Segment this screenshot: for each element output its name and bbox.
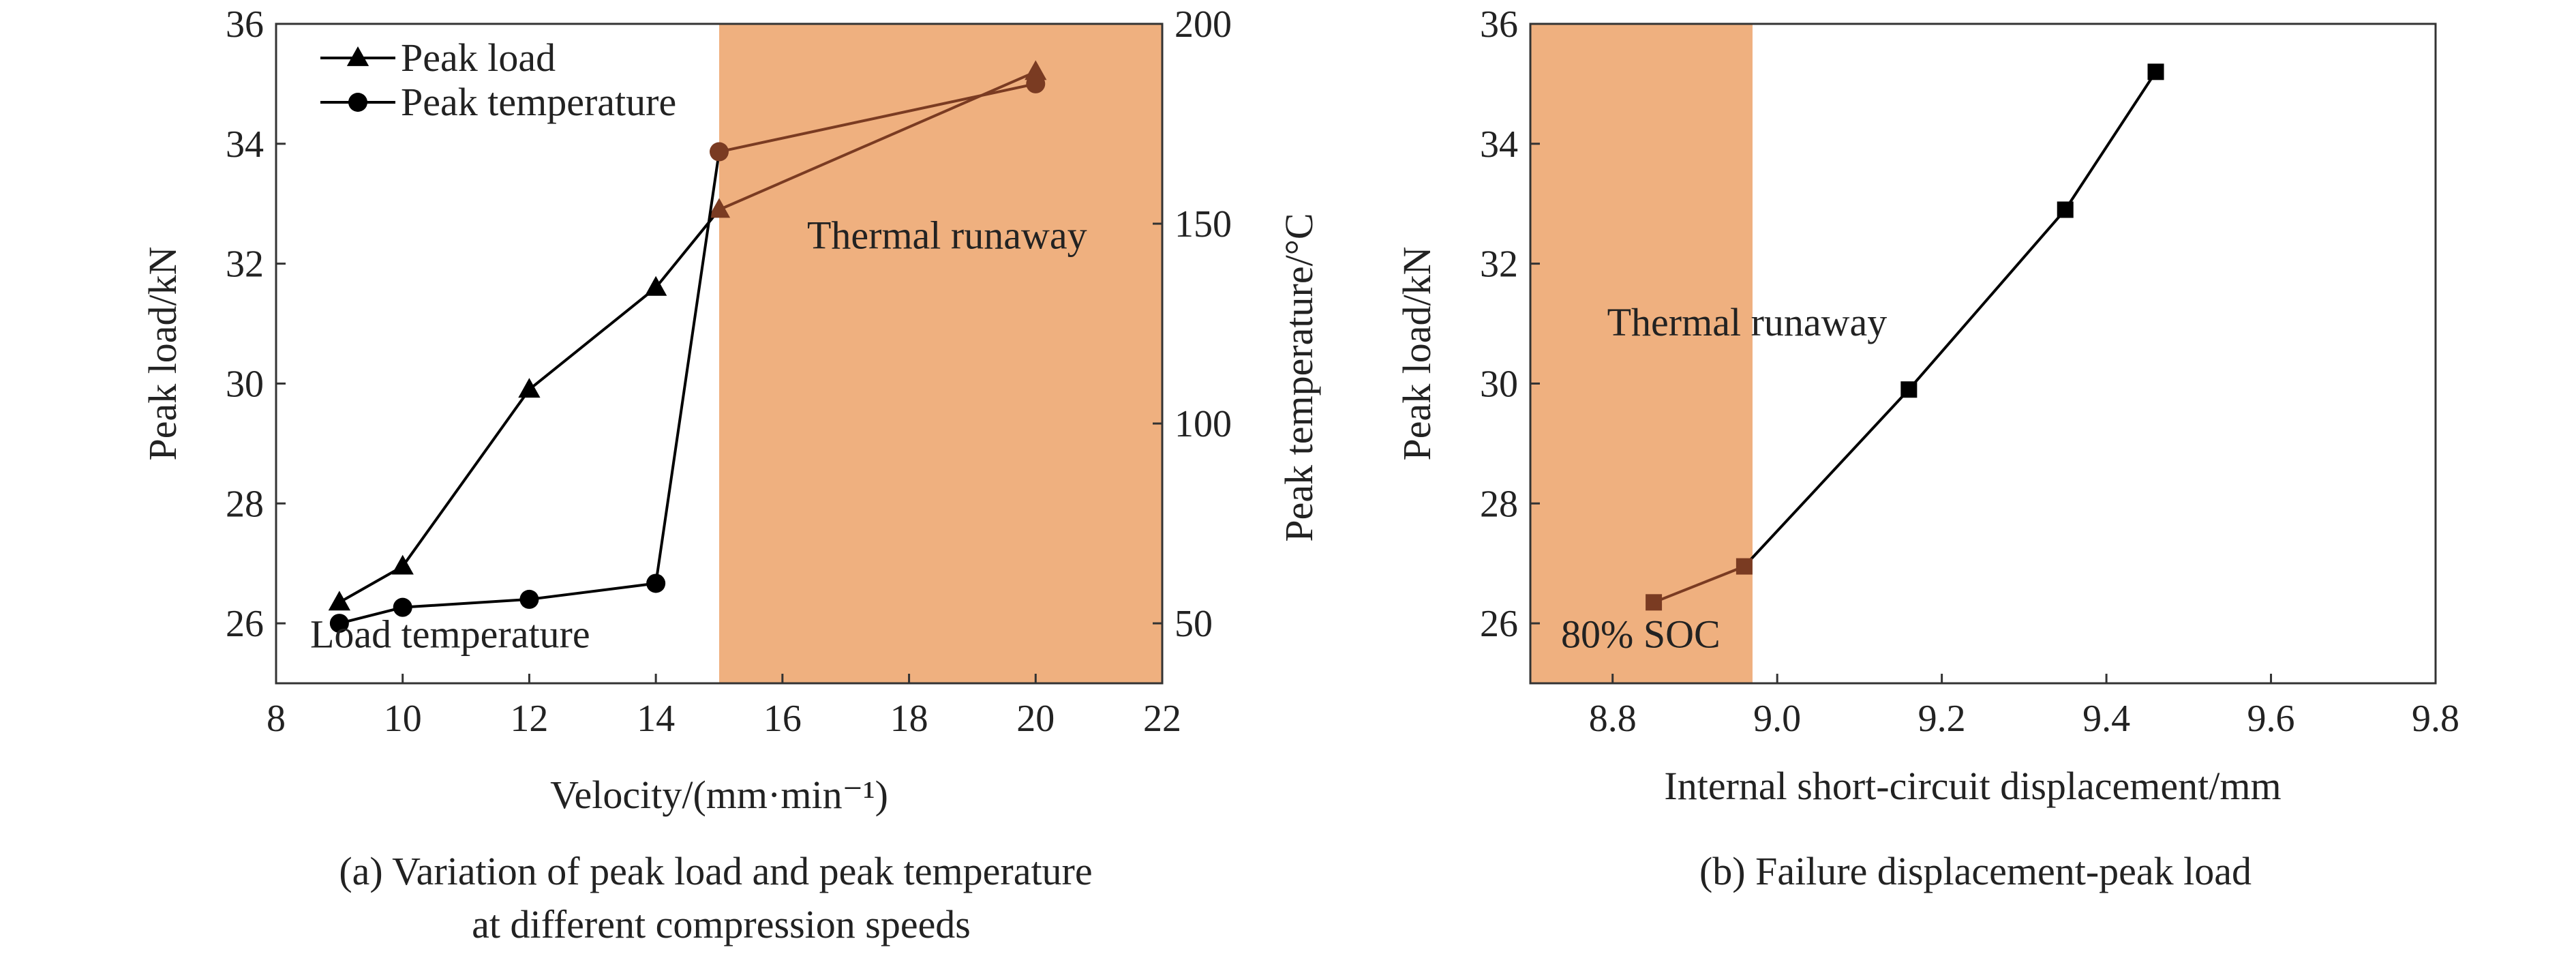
x-tick-label-b: 9.8 bbox=[2412, 698, 2459, 740]
peak-load-point bbox=[1646, 594, 1663, 611]
y2-ticks-a: 50 100 150 200 bbox=[1153, 3, 1232, 645]
x-tick-label-a: 16 bbox=[763, 698, 802, 740]
peak-temperature-point bbox=[519, 589, 539, 609]
y-tick-label-b: 26 bbox=[1480, 603, 1518, 645]
peak-temperature-point bbox=[646, 573, 666, 593]
y-axis-label-a: Peak load/kN bbox=[140, 246, 185, 460]
peak-temperature-line-segment bbox=[529, 582, 656, 601]
y2-tick-label-a: 150 bbox=[1175, 203, 1232, 245]
peak-temperature-line-segment bbox=[654, 151, 721, 584]
series-b bbox=[1646, 63, 2164, 611]
x-tick-label-b: 9.2 bbox=[1918, 698, 1966, 740]
peak-load-line-segment bbox=[528, 286, 657, 391]
peak-load-line-segment bbox=[1653, 565, 1745, 604]
peak-load-point bbox=[2147, 63, 2164, 80]
peak-load-point bbox=[518, 378, 541, 398]
y-axis-label-b: Peak load/kN bbox=[1395, 246, 1439, 460]
legend-circle-marker bbox=[348, 93, 367, 112]
caption-a-line-1: (a) Variation of peak load and peak temp… bbox=[339, 849, 1092, 893]
soc-annotation: 80% SOC bbox=[1561, 612, 1721, 656]
legend-peak-temperature: Peak temperature bbox=[401, 80, 676, 124]
peak-load-point bbox=[708, 198, 731, 218]
y2-axis-label-a: Peak temperature/°C bbox=[1277, 213, 1321, 541]
legend-peak-load: Peak load bbox=[401, 35, 556, 80]
y-tick-label-a: 34 bbox=[226, 123, 264, 166]
caption-a-line-2: at different compression speeds bbox=[472, 902, 971, 946]
x-ticks-b: 8.8 9.0 9.2 9.4 9.6 9.8 bbox=[1589, 674, 2459, 740]
thermal-runaway-label-a: Thermal runaway bbox=[807, 213, 1087, 258]
y-tick-label-a: 30 bbox=[226, 363, 264, 405]
peak-load-line-segment bbox=[401, 389, 531, 567]
x-tick-label-a: 10 bbox=[384, 698, 422, 740]
peak-load-line-segment bbox=[2064, 71, 2157, 211]
peak-load-point bbox=[1736, 558, 1753, 575]
caption-b: (b) Failure displacement-peak load bbox=[1699, 849, 2252, 893]
x-ticks-a: 8 10 12 14 16 18 20 22 bbox=[267, 674, 1181, 740]
peak-load-point bbox=[2057, 201, 2074, 218]
legend-a: Peak load Peak temperature bbox=[320, 35, 676, 124]
y-tick-label-b: 36 bbox=[1480, 3, 1518, 46]
legend-triangle-marker bbox=[346, 46, 369, 66]
x-axis-label-b: Internal short-circuit displacement/mm bbox=[1664, 764, 2281, 808]
peak-load-point bbox=[1025, 60, 1047, 80]
peak-load-point bbox=[1900, 381, 1918, 398]
y-ticks-b: 26 28 30 32 34 36 bbox=[1480, 3, 1540, 645]
x-tick-label-a: 8 bbox=[267, 698, 286, 740]
x-tick-label-a: 14 bbox=[637, 698, 675, 740]
peak-temperature-point bbox=[1026, 74, 1046, 93]
x-tick-label-b: 9.6 bbox=[2247, 698, 2295, 740]
chart-a: 8 10 12 14 16 18 20 22 26 28 30 32 34 36 50 100 150 200… bbox=[140, 3, 1321, 946]
peak-temperature-point bbox=[710, 142, 729, 162]
plot-frame-a bbox=[275, 23, 1164, 685]
y-tick-label-b: 28 bbox=[1480, 483, 1518, 525]
x-tick-label-a: 20 bbox=[1016, 698, 1055, 740]
peak-temperature-line-segment bbox=[718, 82, 1036, 153]
y-tick-label-a: 28 bbox=[226, 483, 264, 525]
series-a bbox=[328, 60, 1047, 633]
peak-temperature-line-segment bbox=[339, 606, 404, 625]
peak-load-line-segment bbox=[1743, 388, 1910, 567]
y-tick-label-b: 30 bbox=[1480, 363, 1518, 405]
y2-tick-label-a: 200 bbox=[1175, 3, 1232, 46]
x-tick-label-a: 22 bbox=[1143, 698, 1181, 740]
peak-temperature-line-segment bbox=[402, 597, 530, 609]
x-tick-label-a: 18 bbox=[890, 698, 928, 740]
y-tick-label-a: 36 bbox=[226, 3, 264, 46]
peak-load-line-segment bbox=[338, 565, 404, 604]
x-tick-label-b: 8.8 bbox=[1589, 698, 1637, 740]
peak-load-point bbox=[328, 591, 351, 611]
y2-tick-label-a: 50 bbox=[1175, 603, 1213, 645]
peak-temperature-point bbox=[393, 597, 412, 617]
peak-load-point bbox=[644, 275, 667, 296]
x-tick-label-b: 9.0 bbox=[1753, 698, 1801, 740]
thermal-runaway-label-b: Thermal runaway bbox=[1607, 300, 1888, 344]
y-tick-label-b: 32 bbox=[1480, 243, 1518, 286]
x-tick-label-a: 12 bbox=[510, 698, 548, 740]
y2-tick-label-a: 100 bbox=[1175, 403, 1232, 445]
y-ticks-a: 26 28 30 32 34 36 bbox=[226, 3, 286, 645]
x-axis-label-a: Velocity/(mm·min⁻¹) bbox=[550, 773, 888, 817]
plot-frame-b bbox=[1529, 23, 2437, 685]
peak-load-line-segment bbox=[1907, 209, 2067, 391]
thermal-runaway-region-a bbox=[719, 24, 1162, 683]
peak-temperature-point bbox=[329, 614, 349, 633]
y-tick-label-a: 26 bbox=[226, 603, 264, 645]
load-temperature-annotation: Load temperature bbox=[310, 612, 590, 656]
peak-load-point bbox=[391, 554, 414, 575]
thermal-runaway-region-b bbox=[1530, 24, 1753, 683]
y-tick-label-b: 34 bbox=[1480, 123, 1518, 166]
x-tick-label-b: 9.4 bbox=[2082, 698, 2130, 740]
chart-b: 8.8 9.0 9.2 9.4 9.6 9.8 26 28 30 32 34 36 Thermal … bbox=[1395, 3, 2459, 893]
y-tick-label-a: 32 bbox=[226, 243, 264, 286]
